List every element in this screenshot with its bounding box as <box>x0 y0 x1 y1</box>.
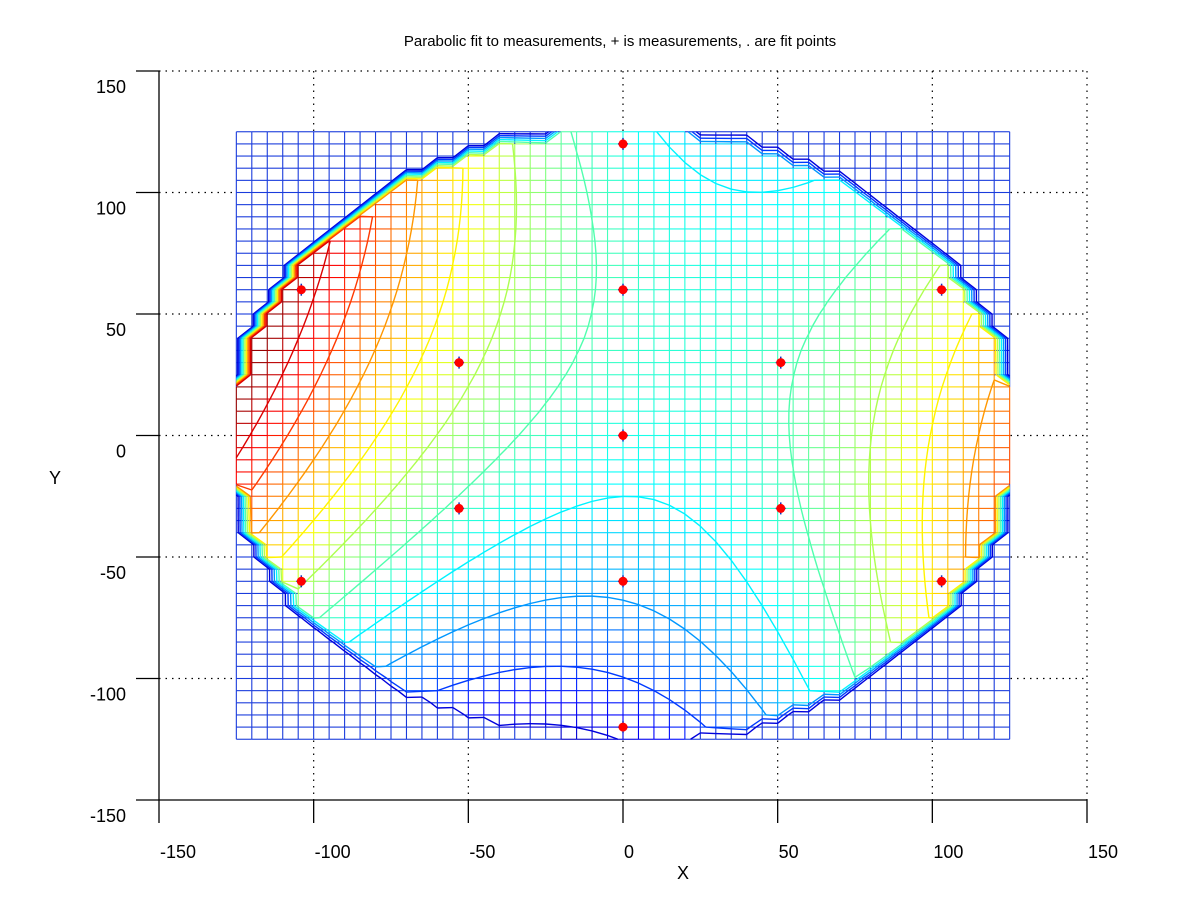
chart-title: Parabolic fit to measurements, + is meas… <box>404 33 836 50</box>
